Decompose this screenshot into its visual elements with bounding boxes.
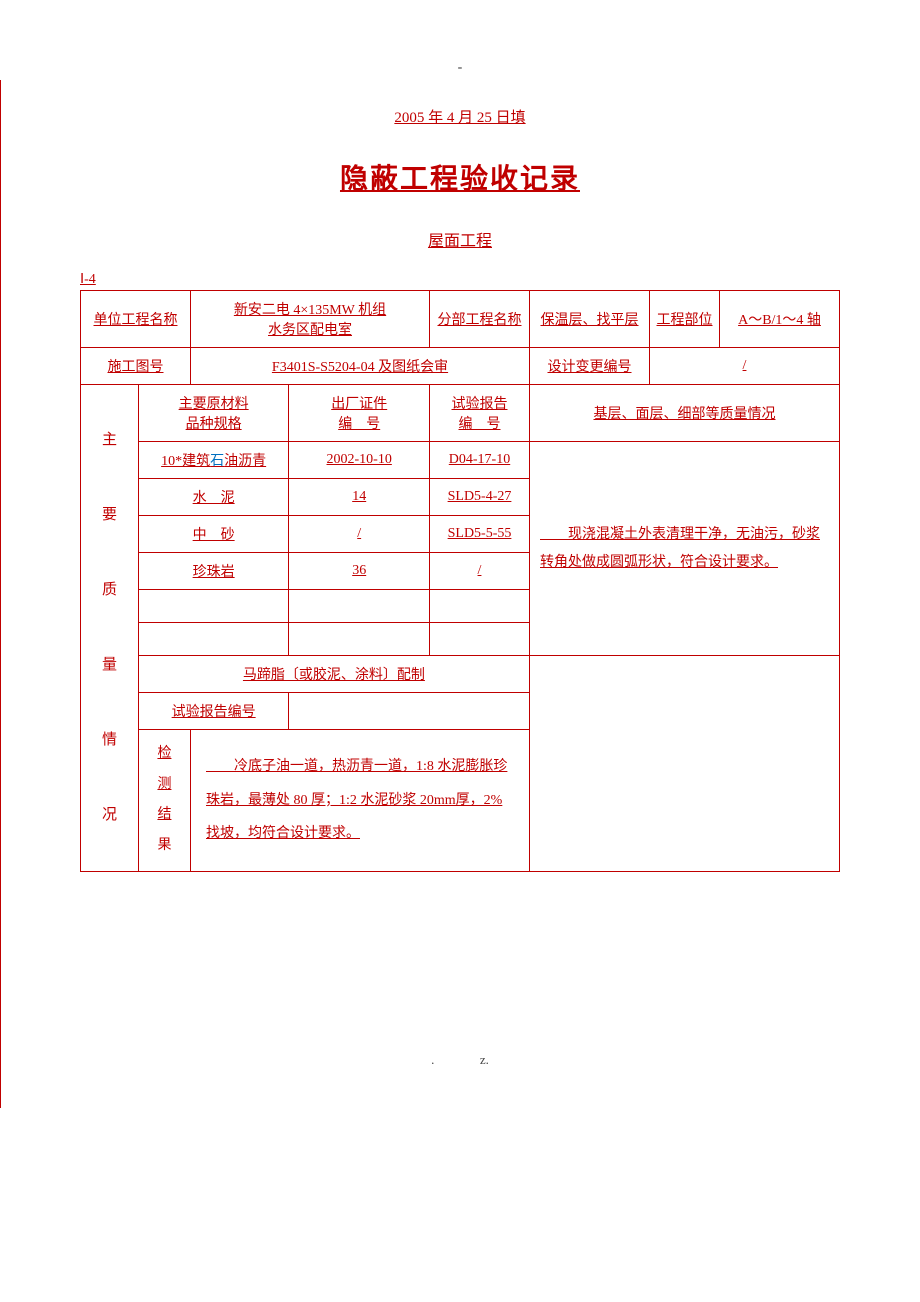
table-row: 10*建筑石油沥青 2002-10-10 D04-17-10 现浇混凝土外表清理…	[81, 442, 840, 479]
mat-test: SLD5-5-55	[448, 526, 512, 541]
table-row: 马蹄脂〔或胶泥、涂料〕配制	[81, 656, 840, 693]
unit-proj-value2: 水务区配电室	[268, 323, 352, 338]
material-spec-header: 主要原材料品种规格	[179, 397, 249, 432]
design-change-label: 设计变更编号	[548, 360, 632, 375]
mat-cert: 36	[352, 563, 366, 578]
table-row: 主要质量情况 主要原材料品种规格 出厂证件编 号 试验报告编 号 基层、面层、细…	[81, 385, 840, 442]
mat-test: D04-17-10	[449, 452, 510, 467]
sub-proj-value: 保温层、找平层	[541, 313, 639, 328]
inspection-table: 单位工程名称 新安二电 4×135MW 机组 水务区配电室 分部工程名称 保温层…	[80, 290, 840, 872]
design-change-value: /	[743, 358, 747, 373]
footer-right: z.	[480, 1052, 489, 1067]
mat-test: SLD5-4-27	[448, 489, 512, 504]
page-left-border	[0, 80, 1, 1108]
quality-header: 基层、面层、细部等质量情况	[594, 407, 776, 422]
section-vertical-label: 主要质量情况	[81, 385, 139, 872]
mat-spec: 珍珠岩	[193, 565, 235, 580]
test-result-cell: 冷底子油一道，热沥青一道，1:8 水泥膨胀珍珠岩，最薄处 80 厚；1:2 水泥…	[191, 730, 530, 872]
mat-test: /	[478, 563, 482, 578]
mating-label: 马蹄脂〔或胶泥、涂料〕配制	[243, 668, 425, 683]
mat-cert: /	[357, 526, 361, 541]
quality-notes-cell: 现浇混凝土外表清理干净，无油污，砂浆转角处做成圆弧形状，符合设计要求。	[530, 442, 840, 656]
sub-vertical-label: 检测结果	[138, 730, 190, 872]
doc-code: Ⅰ-4	[80, 271, 840, 288]
sub-proj-label: 分部工程名称	[438, 313, 522, 328]
date-line: 2005 年 4 月 25 日填	[80, 106, 840, 127]
footer-left: .	[431, 1052, 434, 1067]
mat-spec: 水 泥	[193, 491, 235, 506]
top-dash: -	[80, 60, 840, 76]
proj-part-label: 工程部位	[657, 313, 713, 328]
mat-cert: 14	[352, 489, 366, 504]
unit-proj-label: 单位工程名称	[94, 313, 178, 328]
test-report-label2: 试验报告编号	[172, 705, 256, 720]
test-report-header: 试验报告编 号	[452, 397, 508, 432]
mat-cert: 2002-10-10	[327, 452, 392, 467]
sub-title: 屋面工程	[80, 227, 840, 251]
unit-proj-value1: 新安二电 4×135MW 机组	[234, 303, 386, 318]
table-row: 单位工程名称 新安二电 4×135MW 机组 水务区配电室 分部工程名称 保温层…	[81, 291, 840, 348]
table-row: 施工图号 F3401S-S5204-04 及图纸会审 设计变更编号 /	[81, 348, 840, 385]
drawing-value: F3401S-S5204-04 及图纸会审	[272, 360, 448, 375]
mat-spec: 10*建筑石油沥青	[161, 454, 266, 469]
page-footer: . z.	[80, 1052, 840, 1068]
drawing-label: 施工图号	[108, 360, 164, 375]
main-title: 隐蔽工程验收记录	[80, 157, 840, 197]
cert-no-header: 出厂证件编 号	[331, 397, 387, 432]
mat-spec: 中 砂	[193, 528, 235, 543]
proj-part-value: A～B/1～4 轴	[738, 313, 821, 328]
